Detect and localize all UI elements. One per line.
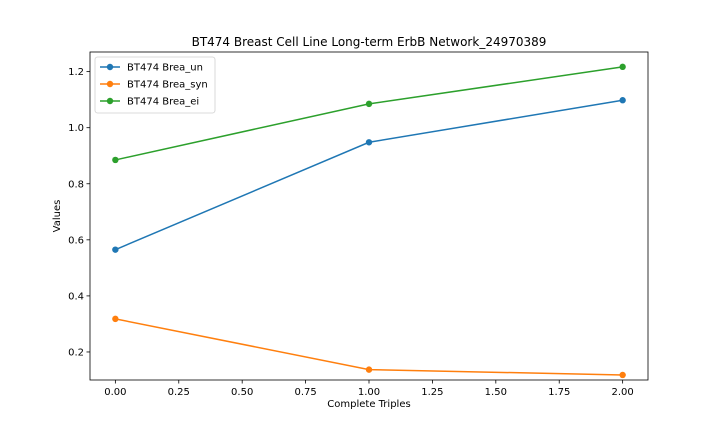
legend: BT474 Brea_un BT474 Brea_syn BT474 Brea_ei (94, 56, 216, 114)
data-point (619, 97, 626, 104)
data-point (112, 246, 119, 253)
y-axis-label: Values (52, 200, 63, 233)
y-tick-label: 1.0 (68, 123, 84, 134)
x-tick-label: 0.75 (294, 387, 316, 398)
y-axis: 0.2 0.4 0.6 0.8 1.0 1.2 (68, 67, 90, 358)
legend-label: BT474 Brea_un (127, 63, 203, 74)
data-point (365, 139, 373, 146)
x-tick-label: 1.00 (358, 387, 380, 398)
data-point (619, 63, 626, 71)
legend-label: BT474 Brea_syn (127, 80, 208, 91)
data-point (365, 100, 373, 108)
legend-box (94, 56, 216, 114)
legend-swatch-marker (106, 63, 114, 71)
data-point (619, 371, 626, 379)
legend-swatch-marker (106, 97, 114, 105)
chart-title: BT474 Breast Cell Line Long-term ErbB Ne… (192, 35, 547, 49)
series-line-0 (115, 99, 623, 251)
x-tick-label: 0.00 (104, 387, 126, 398)
series-layer (112, 63, 626, 379)
y-tick-label: 0.8 (68, 179, 84, 190)
x-axis-label: Complete Triples (327, 399, 410, 410)
x-tick-label: 1.50 (485, 387, 507, 398)
data-point (112, 315, 119, 323)
legend-label: BT474 Brea_ei (127, 97, 199, 108)
x-tick-label: 1.25 (421, 387, 443, 398)
x-tick-label: 2.00 (612, 387, 634, 398)
y-tick-label: 1.2 (68, 67, 84, 78)
y-tick-label: 0.6 (68, 235, 84, 246)
x-axis: 0.00 0.25 0.50 0.75 1.00 1.25 1.50 1.75 2.00 (104, 380, 634, 398)
x-tick-label: 0.50 (231, 387, 253, 398)
y-tick-label: 0.2 (68, 347, 84, 358)
data-point (112, 156, 119, 164)
x-tick-label: 1.75 (548, 387, 570, 398)
y-tick-label: 0.4 (68, 291, 84, 302)
x-tick-label: 0.25 (168, 387, 190, 398)
legend-swatch-marker (106, 80, 114, 88)
data-point (365, 366, 373, 373)
